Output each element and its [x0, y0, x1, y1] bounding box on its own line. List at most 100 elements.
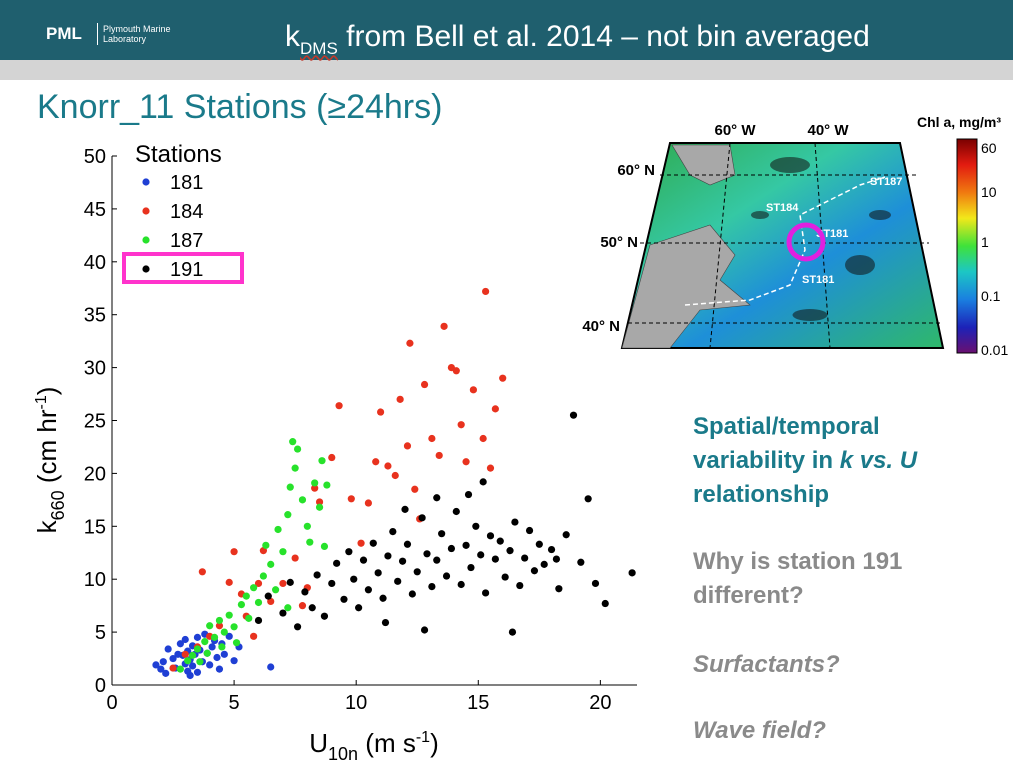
point-191 — [457, 580, 465, 589]
point-191 — [438, 530, 446, 538]
point-187 — [279, 548, 287, 556]
x-tick-label: 20 — [589, 692, 611, 714]
point-191 — [584, 495, 592, 503]
point-191 — [501, 573, 509, 581]
point-187 — [225, 611, 233, 619]
point-191 — [381, 618, 390, 627]
point-187 — [311, 479, 319, 487]
ship-track — [684, 176, 886, 306]
y-tick-label: 50 — [84, 146, 106, 168]
colorbar-tick-label: 10 — [981, 184, 997, 200]
legend-label-187: 187 — [170, 230, 203, 252]
cloud-patch — [751, 211, 769, 219]
point-191 — [433, 556, 441, 564]
pml-logo: PML — [46, 24, 82, 43]
note2-line1: Why is station 191 — [693, 548, 903, 575]
point-181 — [157, 665, 165, 673]
point-191 — [413, 568, 421, 576]
point-184 — [420, 380, 429, 389]
point-191 — [264, 592, 272, 600]
point-187 — [267, 560, 275, 568]
point-191 — [486, 532, 495, 540]
point-191 — [535, 540, 543, 548]
y-tick-label: 30 — [84, 358, 106, 380]
point-191 — [418, 514, 426, 522]
point-184 — [315, 498, 324, 506]
point-191 — [320, 612, 329, 620]
point-187 — [184, 657, 192, 665]
station-label: ST187 — [870, 176, 902, 188]
point-191 — [423, 550, 431, 558]
point-184 — [364, 499, 372, 507]
point-191 — [350, 575, 358, 583]
title-rest: from Bell et al. 2014 – not bin averaged — [337, 20, 870, 53]
point-191 — [403, 540, 412, 548]
colorbar-tick-label: 0.01 — [981, 342, 1008, 357]
point-191 — [398, 557, 407, 565]
cloud-patch — [770, 157, 810, 173]
note-why-different: Why is station 191 different? — [693, 545, 902, 613]
y-tick-label: 35 — [84, 305, 106, 327]
point-191 — [374, 569, 382, 577]
point-191 — [521, 554, 529, 562]
point-191 — [379, 594, 387, 602]
cloud-patch — [792, 309, 828, 321]
point-191 — [464, 490, 473, 499]
point-184 — [254, 579, 263, 588]
point-187 — [254, 598, 263, 607]
y-tick-label: 25 — [84, 411, 106, 433]
point-181 — [215, 665, 224, 673]
point-191 — [540, 560, 548, 568]
point-187 — [250, 584, 258, 592]
point-191 — [477, 551, 485, 559]
point-191 — [359, 556, 368, 564]
point-191 — [472, 522, 480, 530]
point-191 — [577, 558, 585, 566]
point-191 — [511, 518, 519, 526]
point-184 — [428, 434, 436, 443]
point-191 — [420, 626, 429, 634]
logo-divider — [97, 23, 98, 45]
series-187 — [176, 438, 331, 673]
point-191 — [401, 505, 409, 513]
point-191 — [516, 581, 524, 590]
x-axis-label: U10n (m s-1) — [309, 728, 439, 764]
point-181 — [174, 650, 182, 658]
point-184 — [452, 367, 460, 375]
note1-line2-k: k vs. U — [839, 447, 918, 474]
x-tick-label: 15 — [467, 692, 489, 714]
colorbar-tick-label: 60 — [981, 140, 997, 156]
point-187 — [303, 522, 311, 530]
point-191 — [442, 572, 451, 580]
point-184 — [406, 339, 414, 347]
point-187 — [242, 592, 250, 600]
point-184 — [440, 322, 448, 330]
point-187 — [318, 457, 326, 465]
legend-marker-181 — [142, 178, 150, 186]
point-184 — [311, 484, 319, 492]
point-184 — [298, 602, 307, 610]
legend-marker-184 — [142, 207, 150, 215]
point-191 — [279, 609, 287, 617]
point-191 — [555, 585, 563, 593]
point-191 — [552, 555, 561, 563]
note1-line1: Spatial/temporal — [693, 413, 880, 440]
lon-label: 40° W — [807, 122, 849, 139]
colorbar-tick-label: 0.1 — [981, 288, 1001, 304]
point-187 — [272, 586, 280, 594]
point-187 — [220, 628, 228, 636]
y-tick-label: 0 — [95, 675, 106, 697]
series-184 — [169, 287, 507, 672]
point-181 — [208, 643, 216, 651]
point-191 — [328, 579, 336, 588]
note-wave-field: Wave field? — [693, 717, 826, 744]
point-181 — [162, 669, 170, 677]
point-187 — [320, 542, 329, 551]
point-191 — [384, 552, 392, 560]
point-181 — [176, 640, 184, 648]
point-184 — [491, 405, 499, 413]
point-181 — [213, 653, 221, 662]
point-181 — [193, 668, 202, 676]
x-tick-label: 0 — [106, 692, 117, 714]
point-187 — [291, 464, 299, 472]
